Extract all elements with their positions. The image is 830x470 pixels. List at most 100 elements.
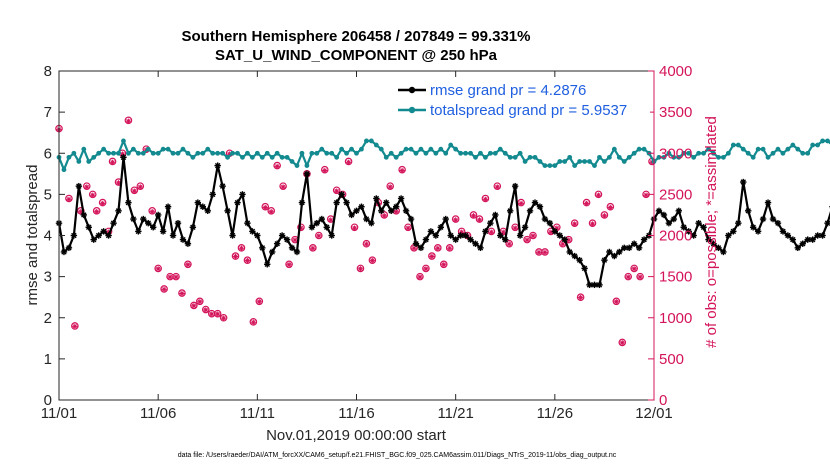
left-y-tick-label: 4 bbox=[44, 228, 52, 245]
right-y-tick-label: 1000 bbox=[659, 310, 692, 327]
totalspread-point bbox=[373, 142, 379, 148]
totalspread-point bbox=[696, 150, 702, 156]
rmse-point bbox=[571, 252, 578, 260]
obs-assimilated-point bbox=[601, 213, 608, 219]
rmse-point bbox=[735, 219, 742, 227]
rmse-point bbox=[150, 224, 157, 231]
rmse-point bbox=[809, 236, 816, 243]
data-file-footnote: data file: /Users/raeder/DAI/ATM_forcXX/… bbox=[178, 452, 617, 459]
totalspread-point bbox=[299, 150, 305, 156]
obs-possible-point bbox=[612, 297, 621, 306]
obs-possible-point bbox=[71, 322, 79, 330]
totalspread-point bbox=[235, 150, 240, 156]
totalspread-point bbox=[765, 154, 771, 160]
obs-assimilated-point bbox=[185, 262, 191, 268]
rmse-point bbox=[700, 224, 707, 231]
totalspread-point bbox=[616, 154, 622, 160]
totalspread-point bbox=[383, 154, 389, 160]
obs-assimilated-point bbox=[554, 225, 560, 231]
totalspread-point bbox=[378, 146, 384, 152]
totalspread-point bbox=[750, 154, 756, 160]
rmse-point bbox=[467, 236, 474, 243]
obs-assimilated-point bbox=[191, 303, 197, 309]
obs-possible-point bbox=[160, 285, 168, 293]
totalspread-point bbox=[215, 150, 221, 156]
obs-assimilated-point bbox=[167, 274, 173, 280]
rmse-point bbox=[204, 207, 211, 215]
totalspread-point bbox=[483, 154, 488, 160]
totalspread-point bbox=[517, 150, 523, 156]
obs-assimilated-point bbox=[203, 307, 209, 313]
rmse-point bbox=[640, 236, 648, 243]
totalspread-point bbox=[681, 150, 687, 156]
rmse-point bbox=[154, 211, 162, 219]
rmse-point bbox=[794, 244, 801, 252]
obs-assimilated-point bbox=[583, 200, 590, 207]
right-y-tick-label: 0 bbox=[659, 392, 667, 409]
obs-assimilated-point bbox=[173, 274, 179, 280]
rmse-point bbox=[397, 195, 405, 202]
left-y-axis: 0 1 2 3 4 5 6 7 8 bbox=[44, 63, 65, 409]
rmse-point bbox=[264, 261, 271, 268]
obs-assimilated-point bbox=[548, 229, 554, 235]
rmse-point bbox=[596, 281, 603, 289]
obs-assimilated-point bbox=[578, 294, 584, 301]
rmse-point bbox=[140, 215, 147, 223]
rmse-point bbox=[407, 215, 415, 223]
totalspread-point bbox=[359, 146, 364, 152]
totalspread-point bbox=[453, 146, 459, 152]
obs-possible-point bbox=[541, 248, 549, 256]
obs-assimilated-point bbox=[429, 253, 435, 260]
rmse-point bbox=[383, 199, 390, 206]
obs-assimilated-point bbox=[518, 200, 524, 207]
totalspread-point bbox=[170, 150, 176, 156]
rmse-point bbox=[442, 215, 449, 223]
rmse-point bbox=[799, 240, 806, 247]
right-y-axis-label: # of obs: o=possible; *=assimilated bbox=[703, 116, 720, 348]
obs-possible-point bbox=[178, 289, 186, 297]
totalspread-point bbox=[721, 154, 726, 160]
totalspread-point bbox=[790, 142, 796, 148]
totalspread-point bbox=[121, 138, 126, 144]
left-y-tick-label: 1 bbox=[44, 351, 52, 368]
obs-assimilated-point bbox=[631, 266, 637, 272]
rmse-point bbox=[125, 199, 132, 206]
obs-assimilated-point bbox=[530, 233, 536, 239]
rmse-point bbox=[710, 240, 717, 247]
obs-possible-point bbox=[523, 235, 531, 244]
totalspread-point bbox=[701, 150, 706, 156]
obs-assimilated-point bbox=[524, 237, 530, 243]
rmse-point bbox=[308, 224, 316, 231]
rmse-point bbox=[447, 232, 454, 239]
totalspread-point bbox=[686, 150, 692, 156]
right-y-tick-label: 2500 bbox=[659, 186, 692, 203]
rmse-point bbox=[581, 265, 588, 272]
obs-assimilated-point bbox=[542, 249, 548, 255]
totalspread-point bbox=[368, 138, 374, 144]
obs-possible-point bbox=[184, 260, 192, 269]
rmse-point bbox=[531, 199, 539, 206]
totalspread-point bbox=[567, 154, 573, 160]
rmse-point bbox=[95, 232, 102, 239]
totalspread-point bbox=[398, 150, 404, 156]
obs-assimilated-point bbox=[72, 323, 78, 329]
right-y-tick-label: 500 bbox=[659, 351, 684, 368]
obs-assimilated-point bbox=[262, 204, 268, 211]
totalspread-point bbox=[230, 150, 235, 156]
obs-assimilated-point bbox=[607, 204, 613, 211]
totalspread-point bbox=[150, 150, 156, 156]
rmse-point bbox=[333, 199, 340, 206]
totalspread-point bbox=[76, 159, 82, 164]
totalspread-point bbox=[96, 150, 102, 156]
totalspread-point bbox=[492, 150, 498, 156]
totalspread-point bbox=[661, 154, 667, 160]
totalspread-point bbox=[130, 146, 136, 152]
totalspread-point bbox=[770, 150, 776, 156]
obs-possible-point bbox=[428, 252, 436, 260]
rmse-point bbox=[224, 207, 231, 215]
rmse-point bbox=[388, 207, 395, 215]
obs-assimilated-point bbox=[470, 213, 477, 219]
x-axis-label: Nov.01,2019 00:00:00 start bbox=[266, 427, 447, 444]
totalspread-point bbox=[249, 154, 255, 160]
